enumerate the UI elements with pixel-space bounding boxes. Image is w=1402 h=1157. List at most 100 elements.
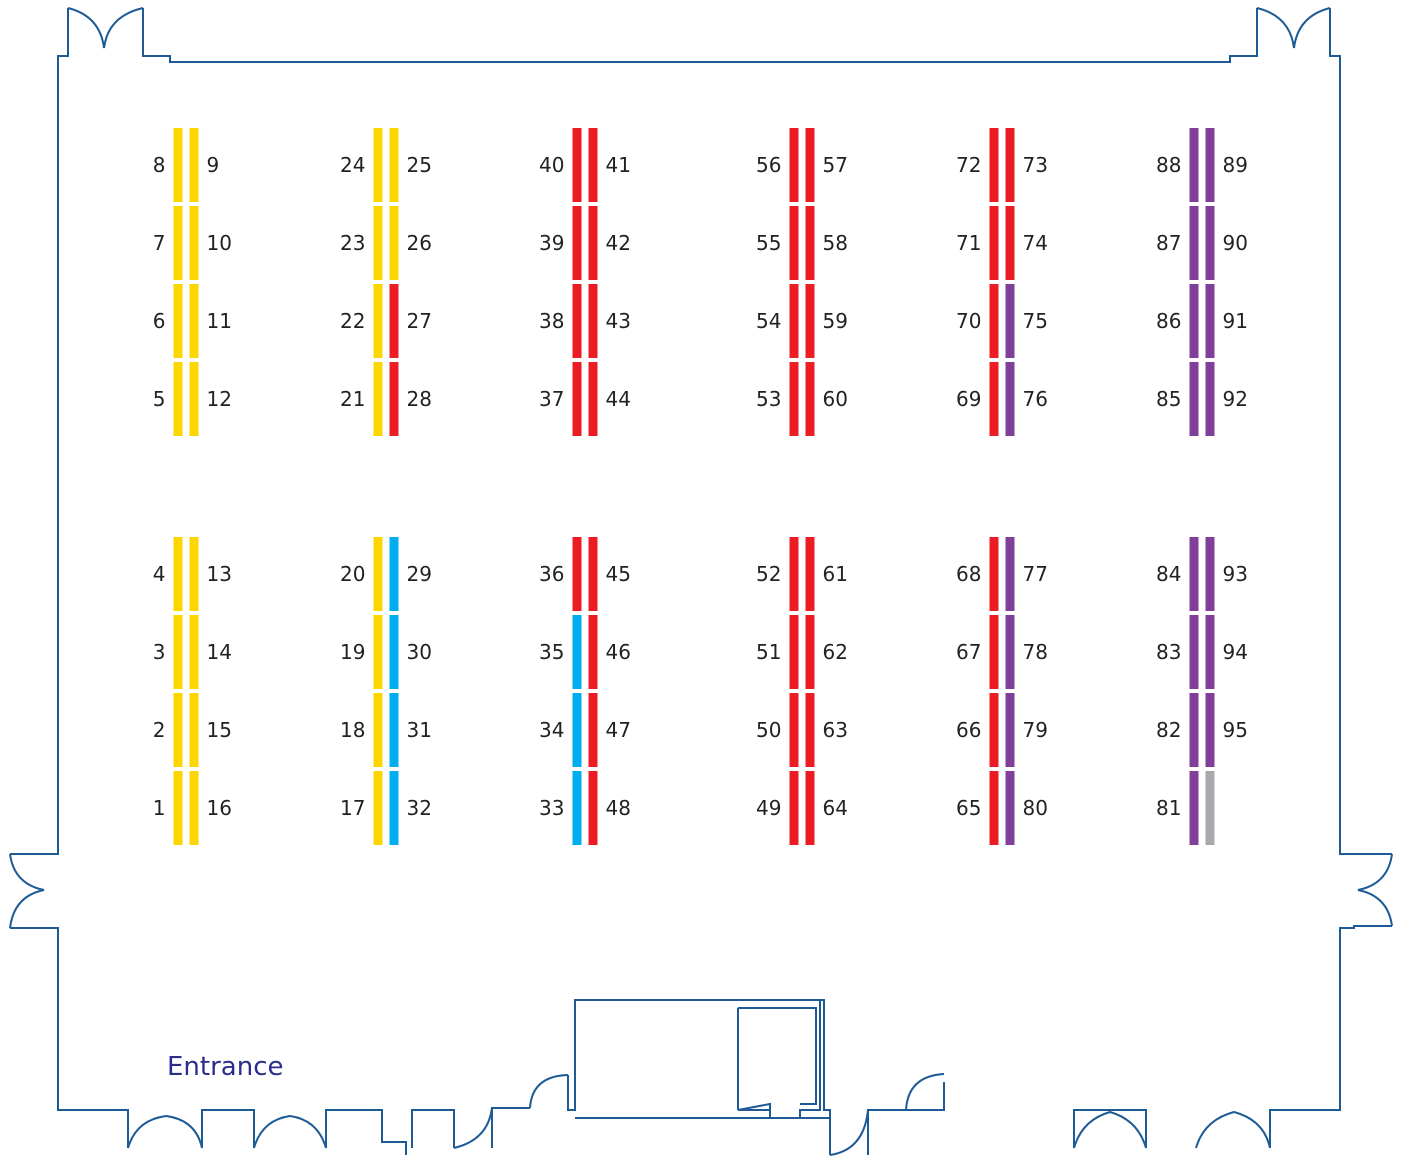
booth-bar[interactable]: [1205, 537, 1215, 611]
booth[interactable]: 93: [1205, 537, 1248, 611]
booth[interactable]: 7: [153, 206, 183, 280]
booth[interactable]: 80: [1005, 771, 1048, 845]
booth[interactable]: 63: [805, 693, 848, 767]
booth-bar[interactable]: [189, 615, 199, 689]
booth-bar[interactable]: [572, 693, 582, 767]
booth[interactable]: 89: [1205, 128, 1248, 202]
booth-bar[interactable]: [173, 206, 183, 280]
booth-bar[interactable]: [1205, 206, 1215, 280]
booth[interactable]: 58: [805, 206, 848, 280]
booth-bar[interactable]: [805, 537, 815, 611]
booth-bar[interactable]: [989, 693, 999, 767]
booth-bar[interactable]: [389, 284, 399, 358]
booth[interactable]: 44: [588, 362, 631, 436]
booth-bar[interactable]: [588, 615, 598, 689]
booth[interactable]: 10: [189, 206, 232, 280]
booth[interactable]: 78: [1005, 615, 1048, 689]
booth[interactable]: 85: [1156, 362, 1199, 436]
booth-bar[interactable]: [173, 771, 183, 845]
booth[interactable]: 21: [340, 362, 383, 436]
booth-bar[interactable]: [373, 284, 383, 358]
booth-bar[interactable]: [789, 615, 799, 689]
booth[interactable]: 16: [189, 771, 232, 845]
booth-bar[interactable]: [1005, 362, 1015, 436]
booth[interactable]: 70: [956, 284, 999, 358]
booth[interactable]: 53: [756, 362, 799, 436]
booth[interactable]: 50: [756, 693, 799, 767]
booth[interactable]: 76: [1005, 362, 1048, 436]
booth[interactable]: 32: [389, 771, 432, 845]
booth[interactable]: 55: [756, 206, 799, 280]
booth-bar[interactable]: [1205, 615, 1215, 689]
booth[interactable]: 84: [1156, 537, 1199, 611]
booth-bar[interactable]: [805, 206, 815, 280]
booth-bar[interactable]: [1205, 128, 1215, 202]
booth[interactable]: 41: [588, 128, 631, 202]
booth[interactable]: 25: [389, 128, 432, 202]
booth-bar[interactable]: [389, 693, 399, 767]
booth[interactable]: [1205, 771, 1215, 845]
booth-bar[interactable]: [389, 128, 399, 202]
booth[interactable]: 67: [956, 615, 999, 689]
booth[interactable]: 82: [1156, 693, 1199, 767]
booth[interactable]: 20: [340, 537, 383, 611]
booth[interactable]: 69: [956, 362, 999, 436]
booth[interactable]: 95: [1205, 693, 1248, 767]
booth-bar[interactable]: [373, 128, 383, 202]
booth[interactable]: 61: [805, 537, 848, 611]
booth[interactable]: 54: [756, 284, 799, 358]
booth-bar[interactable]: [1205, 362, 1215, 436]
booth-bar[interactable]: [805, 362, 815, 436]
booth[interactable]: 57: [805, 128, 848, 202]
booth[interactable]: 87: [1156, 206, 1199, 280]
booth-bar[interactable]: [789, 693, 799, 767]
booth[interactable]: 48: [588, 771, 631, 845]
booth[interactable]: 56: [756, 128, 799, 202]
booth[interactable]: 59: [805, 284, 848, 358]
booth-bar[interactable]: [572, 206, 582, 280]
booth-bar[interactable]: [789, 128, 799, 202]
booth-bar[interactable]: [805, 128, 815, 202]
booth[interactable]: 43: [588, 284, 631, 358]
booth-bar[interactable]: [1189, 206, 1199, 280]
booth-bar[interactable]: [1005, 128, 1015, 202]
booth-bar[interactable]: [789, 537, 799, 611]
booth[interactable]: 26: [389, 206, 432, 280]
booth[interactable]: 83: [1156, 615, 1199, 689]
booth[interactable]: 3: [153, 615, 183, 689]
booth[interactable]: 37: [539, 362, 582, 436]
booth[interactable]: 17: [340, 771, 383, 845]
booth[interactable]: 9: [189, 128, 220, 202]
booth-bar[interactable]: [1005, 537, 1015, 611]
booth[interactable]: 2: [153, 693, 183, 767]
booth-bar[interactable]: [588, 771, 598, 845]
booth-bar[interactable]: [572, 615, 582, 689]
booth-bar[interactable]: [789, 771, 799, 845]
booth[interactable]: 71: [956, 206, 999, 280]
booth[interactable]: 31: [389, 693, 432, 767]
booth[interactable]: 8: [153, 128, 183, 202]
booth[interactable]: 90: [1205, 206, 1248, 280]
booth-bar[interactable]: [572, 771, 582, 845]
booth-bar[interactable]: [989, 206, 999, 280]
booth[interactable]: 66: [956, 693, 999, 767]
booth-bar[interactable]: [572, 284, 582, 358]
booth[interactable]: 45: [588, 537, 631, 611]
booth-bar[interactable]: [189, 362, 199, 436]
booth-bar[interactable]: [389, 615, 399, 689]
booth[interactable]: 64: [805, 771, 848, 845]
booth[interactable]: 65: [956, 771, 999, 845]
booth-bar[interactable]: [1205, 693, 1215, 767]
booth[interactable]: 62: [805, 615, 848, 689]
booth[interactable]: 24: [340, 128, 383, 202]
booth-bar[interactable]: [189, 771, 199, 845]
booth-bar[interactable]: [588, 693, 598, 767]
booth[interactable]: 74: [1005, 206, 1048, 280]
booth-bar[interactable]: [1005, 693, 1015, 767]
booth-bar[interactable]: [805, 284, 815, 358]
booth[interactable]: 6: [153, 284, 183, 358]
booth[interactable]: 19: [340, 615, 383, 689]
booth[interactable]: 47: [588, 693, 631, 767]
booth-bar[interactable]: [389, 362, 399, 436]
booth-bar[interactable]: [572, 128, 582, 202]
